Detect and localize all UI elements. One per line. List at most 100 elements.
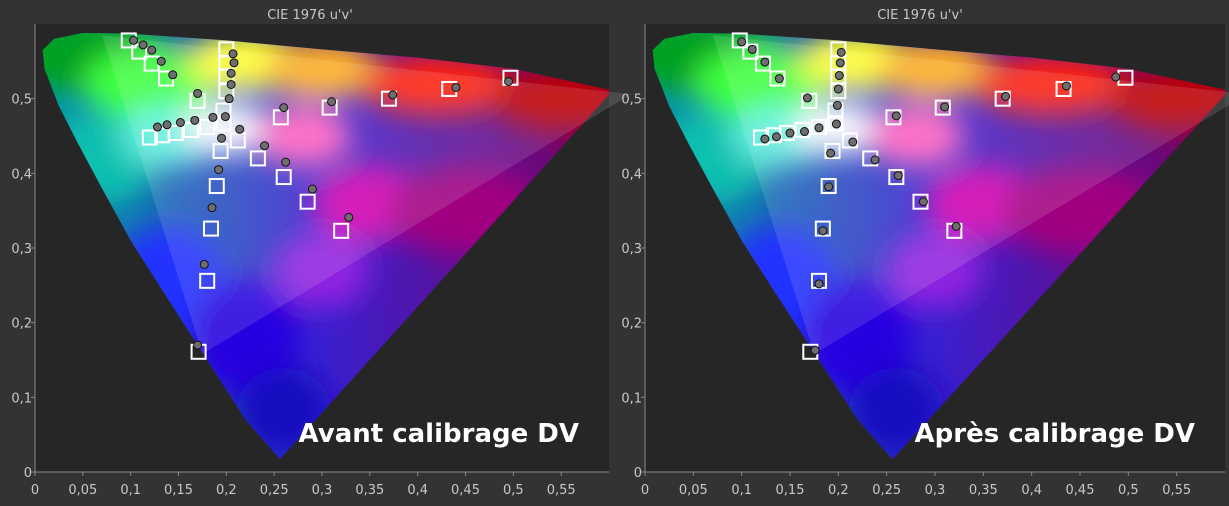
target-marker — [1055, 80, 1072, 97]
target-marker — [814, 220, 831, 237]
target-marker — [141, 129, 158, 146]
measured-point — [785, 128, 795, 138]
measured-point — [129, 35, 139, 45]
chart-title: CIE 1976 u'v' — [267, 8, 353, 23]
measured-point — [836, 47, 846, 57]
measured-point — [824, 182, 834, 192]
measured-point — [747, 44, 757, 54]
target-marker — [167, 125, 184, 142]
x-tick-label: 0 — [31, 483, 39, 498]
measured-point — [344, 212, 354, 222]
chart-title: CIE 1976 u'v' — [877, 8, 963, 23]
measured-point — [388, 90, 398, 100]
measured-point — [760, 134, 770, 144]
measured-point — [138, 40, 148, 50]
measured-point — [281, 157, 291, 167]
measured-point — [228, 49, 238, 59]
measured-point — [831, 119, 841, 129]
target-marker — [811, 119, 827, 136]
measured-point — [193, 88, 203, 98]
measured-point — [226, 68, 236, 78]
measured-point — [226, 79, 236, 89]
measured-point — [826, 148, 836, 158]
y-tick-label: 0,3 — [621, 242, 642, 257]
x-tick-label: 0,5 — [503, 483, 524, 498]
x-tick-label: 0,15 — [776, 483, 805, 498]
measured-point — [774, 74, 784, 84]
measured-point — [814, 123, 824, 133]
target-marker — [731, 32, 748, 49]
measured-point — [833, 84, 843, 94]
measured-point — [235, 124, 245, 134]
x-tick-label: 0,45 — [1066, 483, 1095, 498]
gamut-triangle — [101, 35, 632, 355]
measured-point — [760, 57, 770, 67]
target-marker — [333, 222, 350, 239]
target-marker — [275, 169, 292, 186]
target-marker — [888, 169, 905, 186]
measured-point — [951, 221, 961, 231]
y-tick-label: 0 — [24, 466, 32, 481]
target-marker — [229, 132, 246, 149]
target-marker — [742, 43, 759, 60]
x-tick-label: 0,3 — [925, 483, 946, 498]
measured-point — [870, 155, 880, 165]
measured-point — [737, 37, 747, 47]
measured-point — [260, 141, 270, 151]
measured-point — [810, 345, 820, 355]
target-marker — [934, 99, 951, 116]
y-tick-label: 0,5 — [621, 93, 642, 108]
y-tick-label: 0,1 — [621, 391, 642, 406]
gamut-fill — [652, 32, 1225, 460]
chart-panel-1: 0 0,05 0,1 0,15 0,2 0,25 0,3 0,35 0,4 0,45 0,5 0,55… — [11, 8, 632, 498]
x-tick-label: 0,2 — [828, 483, 849, 498]
target-marker — [769, 70, 786, 87]
y-tick-label: 0,1 — [11, 391, 32, 406]
measured-point — [220, 112, 230, 122]
measured-point — [835, 58, 845, 68]
measured-point — [771, 132, 781, 142]
measured-point — [214, 165, 224, 175]
x-tick-label: 0,4 — [407, 483, 428, 498]
x-tick-label: 0,25 — [260, 483, 289, 498]
x-tick-label: 0,05 — [679, 483, 708, 498]
measured-point — [279, 103, 289, 113]
x-tick-label: 0,55 — [1162, 483, 1191, 498]
target-marker — [212, 142, 229, 159]
measured-point — [814, 279, 824, 289]
y-tick-label: 0,4 — [11, 167, 32, 182]
x-tick-label: 0,45 — [451, 483, 480, 498]
x-tick-label: 0,55 — [547, 483, 576, 498]
measured-point — [175, 118, 185, 128]
measured-point — [848, 137, 858, 147]
target-marker — [208, 178, 225, 195]
x-tick-label: 0,15 — [164, 483, 193, 498]
measured-point — [147, 45, 157, 55]
x-tick-label: 0,2 — [216, 483, 237, 498]
target-marker — [824, 142, 841, 159]
target-marker — [199, 119, 216, 136]
measured-point — [156, 56, 166, 66]
measured-point — [207, 203, 217, 213]
x-tick-label: 0,35 — [969, 483, 998, 498]
y-tick-label: 0,5 — [11, 93, 32, 108]
target-marker — [830, 83, 847, 100]
x-tick-label: 0,1 — [120, 483, 141, 498]
target-marker — [827, 115, 844, 132]
measured-point — [168, 70, 178, 80]
y-tick-label: 0 — [634, 466, 642, 481]
measured-point — [891, 111, 901, 121]
target-marker — [794, 122, 811, 139]
target-marker — [249, 150, 266, 167]
chart-panel-2: 0 0,05 0,1 0,15 0,2 0,25 0,3 0,35 0,4 0,45 0,5 0,55… — [621, 8, 1229, 498]
measured-point — [504, 76, 514, 86]
measured-point — [818, 226, 828, 236]
measured-point — [199, 259, 209, 269]
measured-point — [208, 112, 218, 122]
y-tick-label: 0,2 — [11, 317, 32, 332]
y-tick-label: 0,3 — [11, 242, 32, 257]
measured-series — [737, 37, 1121, 355]
measured-point — [1001, 91, 1011, 101]
measured-point — [451, 82, 461, 92]
